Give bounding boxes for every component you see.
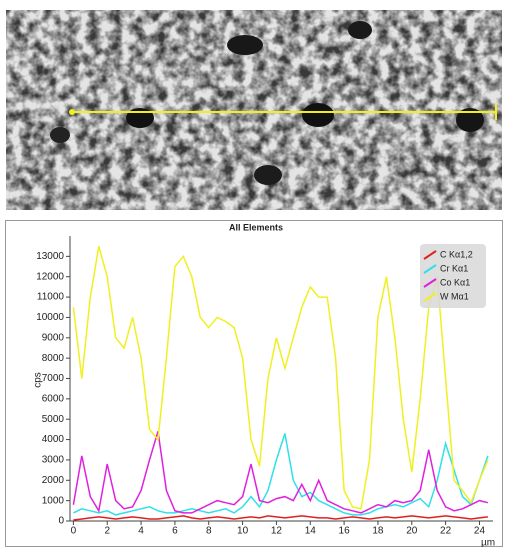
legend-swatch bbox=[423, 278, 437, 288]
x-tick-label: 0 bbox=[71, 526, 77, 537]
x-tick-label: 18 bbox=[372, 526, 384, 537]
legend-swatch bbox=[423, 292, 437, 302]
series-line bbox=[73, 433, 489, 516]
x-tick-label: 22 bbox=[440, 526, 452, 537]
x-tick-label: 10 bbox=[237, 526, 249, 537]
x-tick-label: 14 bbox=[305, 526, 317, 537]
chart-title: All Elements bbox=[229, 222, 283, 232]
x-tick-label: 12 bbox=[271, 526, 283, 537]
series-line bbox=[72, 431, 489, 514]
legend-label: W Mα1 bbox=[440, 291, 469, 301]
legend-box bbox=[420, 244, 486, 308]
x-tick-label: 16 bbox=[339, 526, 351, 537]
x-axis-label: µm bbox=[481, 538, 495, 547]
y-tick-label: 2000 bbox=[42, 475, 65, 486]
x-tick-label: 6 bbox=[172, 526, 178, 537]
y-tick-label: 13000 bbox=[36, 251, 64, 262]
micrograph bbox=[6, 10, 502, 210]
legend-swatch bbox=[423, 250, 437, 260]
x-tick-label: 20 bbox=[406, 526, 418, 537]
series-line bbox=[72, 246, 489, 510]
scan-start bbox=[69, 109, 75, 115]
x-tick-label: 24 bbox=[474, 526, 486, 537]
legend-swatch bbox=[423, 264, 437, 274]
y-tick-label: 8000 bbox=[42, 353, 65, 364]
y-tick-label: 1000 bbox=[42, 495, 65, 506]
series-line bbox=[73, 515, 488, 521]
y-tick-label: 0 bbox=[58, 516, 64, 527]
legend-label: Cr Kα1 bbox=[440, 263, 468, 273]
x-tick-label: 2 bbox=[104, 526, 110, 537]
legend-label: Co Kα1 bbox=[440, 277, 470, 287]
y-tick-label: 9000 bbox=[42, 332, 65, 343]
x-tick-label: 4 bbox=[138, 526, 144, 537]
y-tick-label: 4000 bbox=[42, 434, 65, 445]
y-tick-label: 10000 bbox=[36, 312, 64, 323]
legend-label: C Kα1,2 bbox=[440, 249, 473, 259]
x-tick-label: 8 bbox=[206, 526, 212, 537]
y-tick-label: 7000 bbox=[42, 373, 65, 384]
y-tick-label: 12000 bbox=[36, 271, 64, 282]
y-tick-label: 3000 bbox=[42, 455, 65, 466]
y-tick-label: 11000 bbox=[37, 292, 65, 303]
y-axis-label: cps bbox=[33, 372, 44, 388]
y-tick-label: 5000 bbox=[42, 414, 65, 425]
y-tick-label: 6000 bbox=[42, 393, 65, 404]
